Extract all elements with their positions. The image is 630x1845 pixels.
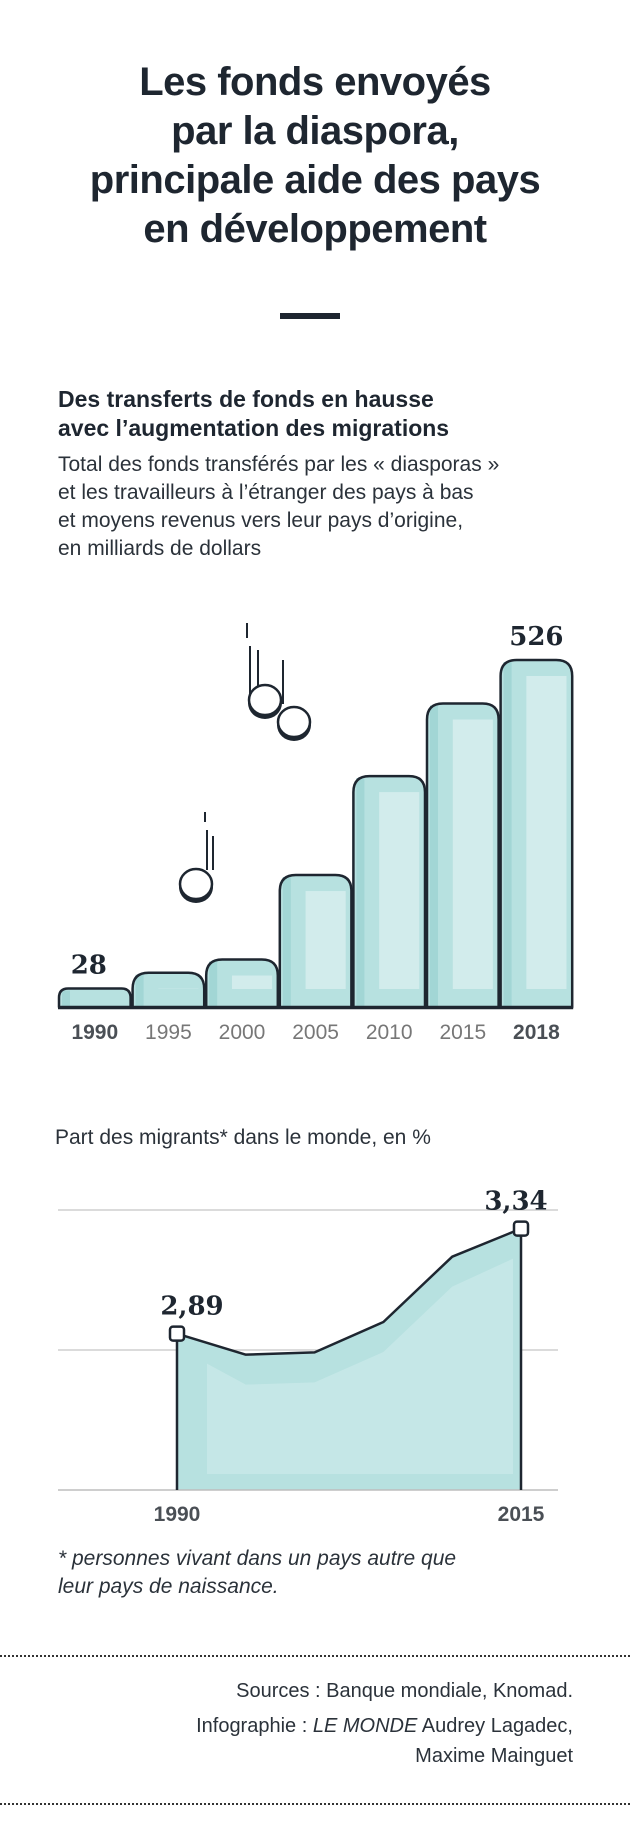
point-marker-2015 — [512, 1220, 530, 1237]
credits-author: Maxime Mainguet — [415, 1745, 573, 1767]
bar-fill — [132, 972, 205, 1007]
title-line: principale aide des pays — [89, 158, 541, 202]
bar-1995 — [131, 971, 206, 1009]
area-value-label-2015: 3,34 — [484, 1187, 547, 1217]
sources: Sources : Banque mondiale, Knomad. — [236, 1680, 573, 1702]
area-x-tick-label-2015: 2015 — [498, 1503, 545, 1526]
title-divider — [280, 313, 340, 319]
main-title: Les fonds envoyés par la diaspora, princ… — [0, 58, 630, 254]
bar-chart: 1990 28 1995 2000 2005 2010 2015 2018 526 — [57, 622, 574, 1044]
credits-brand: LE MONDE — [312, 1715, 418, 1737]
coin-icon — [276, 705, 312, 739]
point-marker-1990 — [168, 1325, 186, 1342]
description-line: et les travailleurs à l’étranger des pay… — [58, 481, 474, 504]
x-tick-label-2005: 2005 — [292, 1021, 339, 1044]
bar-highlight — [452, 719, 493, 989]
credits: Infographie : LE MONDE Audrey Lagadec, M… — [73, 1711, 573, 1771]
bar-outline — [131, 971, 206, 1009]
title-line: Les fonds envoyés — [139, 60, 491, 104]
x-tick-label-2018: 2018 — [513, 1021, 560, 1044]
credits-prefix: Infographie : — [196, 1715, 308, 1737]
bar-shade — [135, 974, 144, 1007]
bar-outline — [57, 987, 132, 1009]
bar-highlight — [231, 975, 273, 989]
bar-outline — [278, 873, 353, 1009]
coin-icon — [178, 867, 214, 901]
area-line — [175, 1227, 523, 1490]
bar-shade — [62, 990, 70, 1007]
area-x-tick-label-1990: 1990 — [154, 1503, 201, 1526]
x-tick-label-1995: 1995 — [145, 1021, 192, 1044]
title-line: en développement — [143, 207, 487, 251]
bar-shade — [282, 877, 291, 1007]
bar-2005 — [278, 873, 353, 1009]
bar-outline — [425, 702, 500, 1009]
area-value-label-1990: 2,89 — [160, 1292, 223, 1322]
footnote-line: leur pays de naissance. — [58, 1575, 279, 1598]
bar-shade — [430, 705, 438, 1007]
footnote: * personnes vivant dans un pays autre qu… — [58, 1545, 598, 1601]
bar-2010 — [352, 774, 427, 1009]
description-line: et moyens revenus vers leur pays d’origi… — [58, 509, 464, 532]
description-line: en milliards de dollars — [58, 537, 262, 560]
bar-outline — [204, 958, 280, 1009]
bar-1990 — [57, 987, 132, 1009]
bar-2000 — [204, 958, 280, 1009]
x-tick-label-1990: 1990 — [71, 1021, 118, 1044]
subtitle-line: avec l’augmentation des migrations — [58, 415, 450, 441]
area-highlight — [207, 1258, 513, 1474]
chart2-title: Part des migrants* dans le monde, en % — [55, 1126, 431, 1149]
footnote-line: * personnes vivant dans un pays autre qu… — [58, 1547, 457, 1570]
x-tick-label-2000: 2000 — [219, 1021, 266, 1044]
area-chart: 2,89 3,34 1990 2015 — [58, 1187, 558, 1526]
subtitle-line: Des transferts de fonds en hausse — [58, 386, 434, 412]
footer-divider-bottom — [0, 1803, 630, 1805]
description-line: Total des fonds transférés par les « dia… — [58, 453, 500, 476]
credits-author: Audrey Lagadec, — [421, 1715, 573, 1737]
bar-shade — [356, 778, 365, 1007]
bar-shade — [503, 662, 512, 1007]
bar-highlight — [379, 792, 420, 989]
chart1-description: Total des fonds transférés par les « dia… — [58, 451, 598, 563]
bar-highlight — [526, 676, 567, 989]
bar-2018 — [499, 658, 574, 1009]
bar-2015 — [425, 702, 500, 1009]
footer-divider-top — [0, 1655, 630, 1657]
bar-outline — [499, 658, 574, 1009]
bar-outline — [352, 774, 427, 1009]
bar-value-label-1990: 28 — [71, 951, 107, 981]
bar-fill — [59, 988, 131, 1007]
coin-icon — [247, 683, 283, 717]
title-line: par la diaspora, — [171, 109, 459, 153]
x-tick-label-2010: 2010 — [366, 1021, 413, 1044]
bar-value-label-2018: 526 — [509, 622, 563, 652]
bar-highlight — [305, 891, 346, 989]
x-tick-label-2015: 2015 — [439, 1021, 486, 1044]
chart1-subtitle: Des transferts de fonds en hausse avec l… — [58, 385, 598, 443]
bar-shade — [209, 961, 218, 1007]
falling-coins-illustration — [178, 623, 312, 903]
